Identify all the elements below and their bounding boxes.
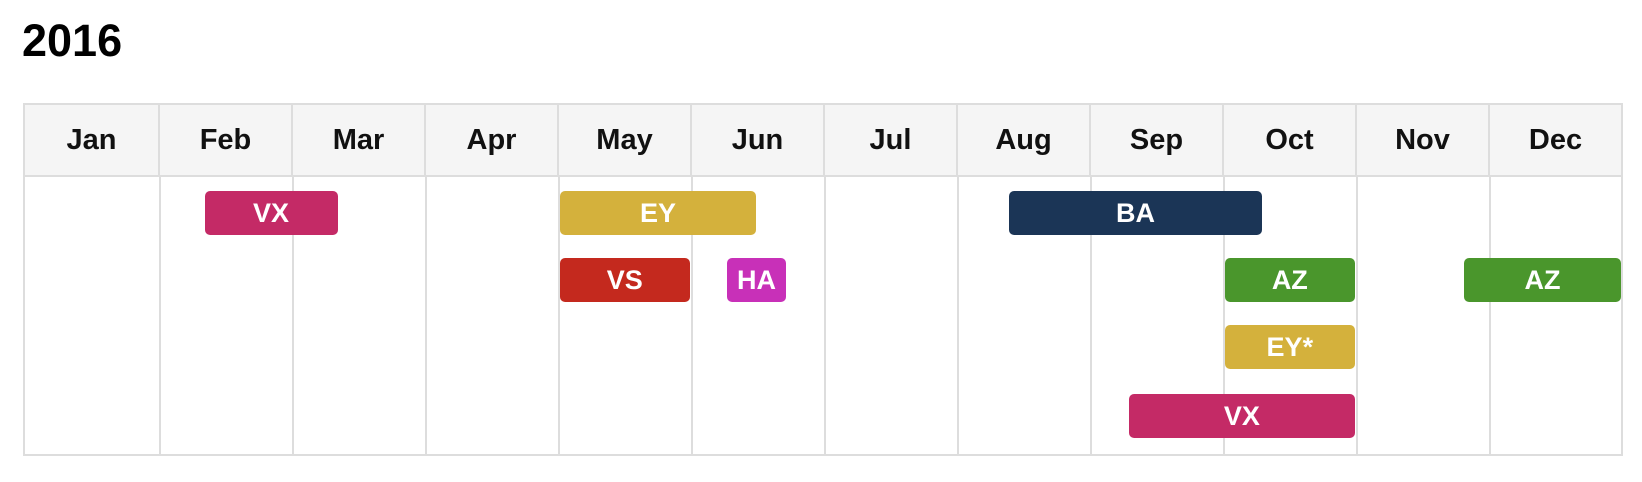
month-divider (1489, 177, 1491, 454)
month-header-nov: Nov (1355, 105, 1488, 175)
month-header-row: Jan Feb Mar Apr May Jun Jul Aug Sep Oct Nov Dec (25, 105, 1621, 177)
month-header-aug: Aug (956, 105, 1089, 175)
event-bar-vx[interactable]: VX (1128, 394, 1355, 438)
event-bar-az[interactable]: AZ (1464, 258, 1621, 302)
timeline-chart: Jan Feb Mar Apr May Jun Jul Aug Sep Oct Nov Dec VX E… (23, 103, 1623, 456)
month-header-dec: Dec (1488, 105, 1621, 175)
event-bar-ba[interactable]: BA (1009, 191, 1262, 235)
event-bar-ey[interactable]: EY* (1224, 325, 1355, 369)
month-header-jun: Jun (690, 105, 823, 175)
month-divider (957, 177, 959, 454)
month-divider (1090, 177, 1092, 454)
event-bar-ey[interactable]: EY (559, 191, 757, 235)
month-header-sep: Sep (1089, 105, 1222, 175)
month-divider (1356, 177, 1358, 454)
timeline-body: VX EY BA VS HA AZ AZ EY* VX (25, 177, 1621, 454)
month-divider (691, 177, 693, 454)
month-header-mar: Mar (291, 105, 424, 175)
event-bar-ha[interactable]: HA (727, 258, 786, 302)
month-header-may: May (557, 105, 690, 175)
event-bar-az[interactable]: AZ (1224, 258, 1355, 302)
event-bar-vs[interactable]: VS (559, 258, 690, 302)
month-divider (824, 177, 826, 454)
event-bar-vx[interactable]: VX (204, 191, 338, 235)
year-title: 2016 (22, 15, 123, 66)
month-divider (425, 177, 427, 454)
month-header-oct: Oct (1222, 105, 1355, 175)
month-header-feb: Feb (158, 105, 291, 175)
month-header-jan: Jan (66, 123, 117, 156)
month-divider (292, 177, 294, 454)
month-divider (1223, 177, 1225, 454)
month-header-apr: Apr (424, 105, 557, 175)
month-header-jul: Jul (823, 105, 956, 175)
month-divider (159, 177, 161, 454)
month-divider (558, 177, 560, 454)
